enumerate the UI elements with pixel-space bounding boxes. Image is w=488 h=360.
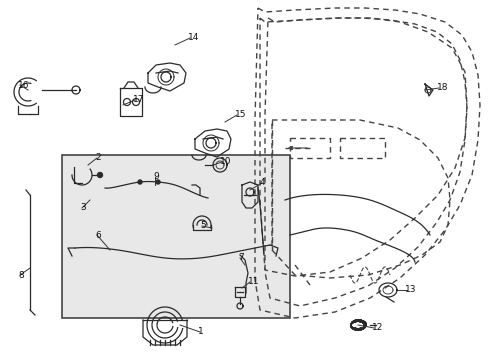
Text: 17: 17 xyxy=(133,95,144,104)
Text: 12: 12 xyxy=(371,324,383,333)
Text: 10: 10 xyxy=(220,157,231,166)
Text: 4: 4 xyxy=(260,179,265,188)
Text: 11: 11 xyxy=(247,278,259,287)
Text: 7: 7 xyxy=(238,253,243,262)
Text: 13: 13 xyxy=(404,285,416,294)
Text: 16: 16 xyxy=(18,81,29,90)
Text: 9: 9 xyxy=(153,172,159,181)
Text: 14: 14 xyxy=(187,33,199,42)
Text: 6: 6 xyxy=(95,230,101,239)
Text: 3: 3 xyxy=(80,203,85,212)
Text: 1: 1 xyxy=(198,328,203,337)
Circle shape xyxy=(97,172,102,177)
Text: 18: 18 xyxy=(436,84,447,93)
Circle shape xyxy=(156,180,160,184)
Text: 15: 15 xyxy=(235,111,246,120)
Text: 5: 5 xyxy=(200,221,205,230)
Text: 8: 8 xyxy=(18,270,24,279)
Circle shape xyxy=(138,180,142,184)
Text: 2: 2 xyxy=(95,153,101,162)
Bar xyxy=(62,155,289,318)
